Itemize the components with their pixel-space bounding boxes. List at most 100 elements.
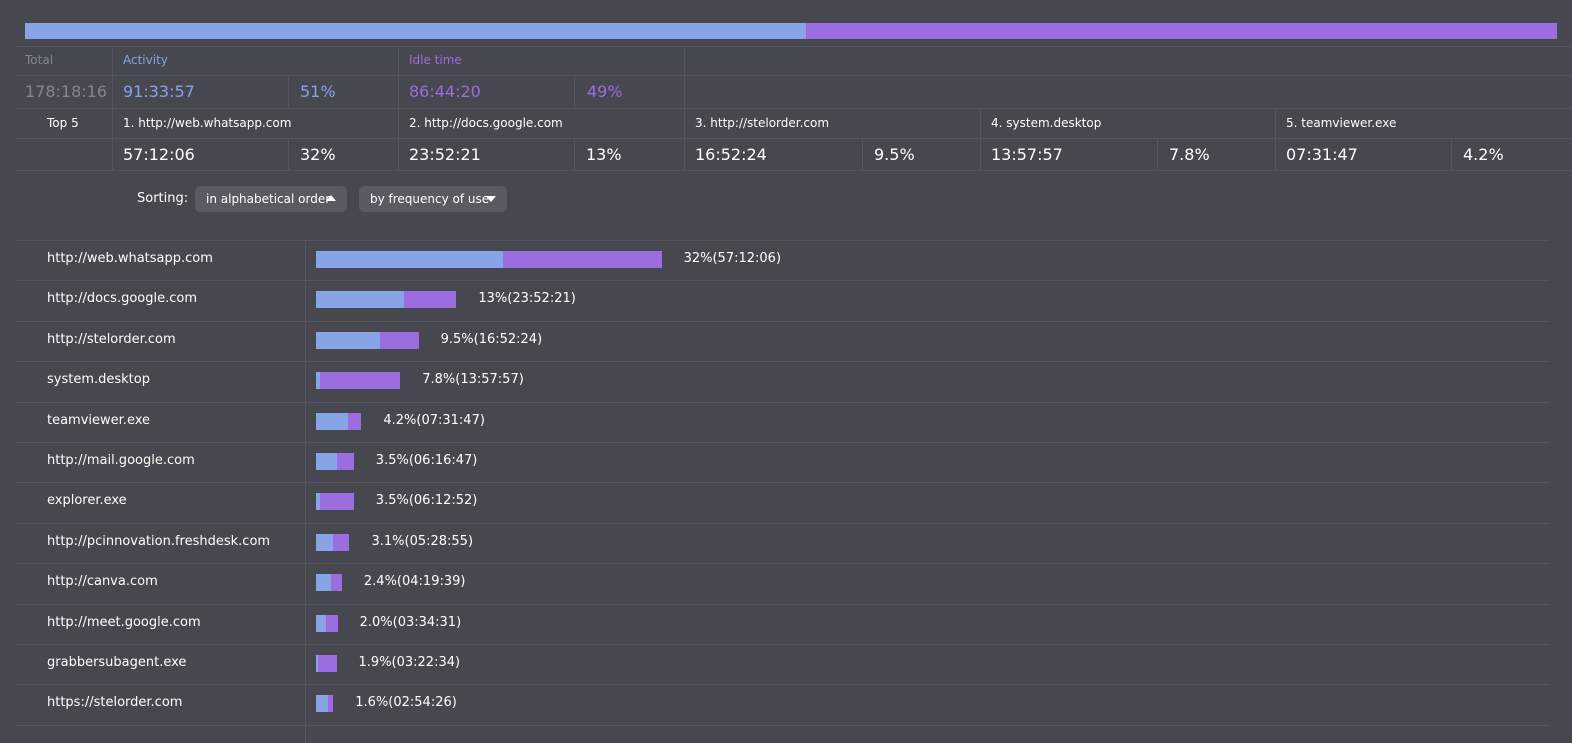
- activity-percent: 51%: [300, 82, 336, 101]
- idle-segment: [319, 493, 354, 511]
- row-divider: [15, 442, 1550, 443]
- top5-percent: 7.8%: [1169, 145, 1210, 164]
- sorting-label: Sorting:: [137, 191, 189, 206]
- top5-time: 13:57:57: [991, 145, 1063, 164]
- sort-button[interactable]: in alphabetical order: [195, 186, 347, 212]
- row-divider: [15, 280, 1550, 282]
- row-label: 1.9%(03:22:34): [358, 655, 461, 670]
- idle-segment: [347, 412, 362, 430]
- top5-time: 16:52:24: [695, 145, 767, 164]
- idle-segment: [331, 574, 342, 592]
- idle-bar: [806, 23, 1557, 39]
- top5-percent: 13%: [586, 145, 622, 164]
- row-label: 9.5%(16:52:24): [440, 331, 543, 347]
- activity-segment: [316, 655, 319, 672]
- row-divider: [15, 522, 1550, 524]
- top5-time: 57:12:06: [123, 145, 195, 164]
- row-name: http://web.whatsapp.com: [47, 251, 213, 266]
- divider: [1157, 138, 1158, 170]
- row-name: http://pcinnovation.freshdesk.com: [47, 533, 271, 549]
- row-label: 7.8%(13:57:57): [422, 372, 524, 388]
- row-name: http://stelorder.com: [47, 331, 176, 347]
- row-label: 2.0%(03:34:31): [359, 614, 462, 630]
- activity-bar: [25, 23, 807, 39]
- divider: [684, 46, 685, 108]
- row-divider: [15, 644, 1550, 645]
- divider: [288, 75, 289, 108]
- row-divider: [15, 401, 1550, 403]
- row-name: teamviewer.exe: [47, 412, 151, 428]
- activity-label: Activity: [123, 53, 168, 67]
- divider: [398, 46, 399, 108]
- top5-percent: 32%: [300, 145, 336, 164]
- divider: [15, 138, 1572, 139]
- divider: [684, 108, 685, 170]
- divider: [980, 108, 981, 170]
- idle-segment: [332, 533, 350, 551]
- idle-time: 86:44:20: [409, 82, 481, 101]
- row-divider: [15, 320, 1550, 322]
- activity-segment: [316, 574, 332, 592]
- row-name: grabbersubagent.exe: [47, 655, 187, 670]
- divider: [15, 240, 1550, 241]
- row-divider: [15, 603, 1550, 605]
- activity-segment: [316, 291, 405, 309]
- top5-percent: 9.5%: [874, 145, 915, 164]
- divider: [15, 108, 1572, 109]
- divider: [574, 138, 575, 170]
- row-label: 32%(57:12:06): [683, 251, 782, 266]
- idle-label: Idle time: [409, 53, 462, 67]
- activity-segment: [316, 251, 503, 268]
- activity-segment: [316, 614, 326, 632]
- top5-name: 5. teamviewer.exe: [1286, 116, 1397, 130]
- divider: [305, 240, 306, 743]
- row-name: http://docs.google.com: [47, 291, 198, 307]
- row-name: system.desktop: [47, 372, 150, 388]
- idle-segment: [318, 655, 337, 672]
- arrow-up: [326, 195, 336, 201]
- activity-segment: [316, 695, 329, 713]
- divider: [862, 138, 863, 170]
- idle-percent: 49%: [587, 82, 623, 101]
- divider: [574, 75, 575, 108]
- divider: [15, 46, 1572, 47]
- idle-segment: [328, 695, 334, 713]
- divider: [398, 108, 399, 170]
- top5-name: 4. system.desktop: [991, 116, 1102, 130]
- row-divider: [15, 482, 1550, 484]
- divider: [15, 75, 1572, 76]
- top5-percent: 4.2%: [1463, 145, 1504, 164]
- top5-name: 2. http://docs.google.com: [409, 116, 563, 130]
- total-time: 178:18:16: [25, 82, 108, 101]
- row-divider: [15, 361, 1550, 363]
- idle-segment: [502, 251, 662, 268]
- row-divider: [15, 563, 1550, 565]
- row-name: http://canva.com: [47, 574, 158, 590]
- activity-segment: [316, 331, 380, 349]
- divider: [112, 46, 113, 108]
- top5-name: 3. http://stelorder.com: [695, 116, 830, 130]
- row-divider: [15, 724, 1550, 726]
- row-label: 2.4%(04:19:39): [363, 574, 466, 590]
- row-label: 3.5%(06:12:52): [375, 493, 478, 509]
- row-label: 3.1%(05:28:55): [371, 533, 474, 549]
- divider: [1451, 138, 1452, 170]
- row-name: https://stelorder.com: [47, 695, 183, 711]
- idle-segment: [379, 331, 419, 349]
- row-label: 13%(23:52:21): [478, 291, 576, 307]
- top5-name: 1. http://web.whatsapp.com: [123, 116, 292, 130]
- top5-time: 23:52:21: [409, 145, 481, 164]
- row-label: 4.2%(07:31:47): [383, 412, 485, 428]
- sort-button[interactable]: by frequency of use: [359, 186, 507, 212]
- idle-segment: [320, 372, 401, 390]
- row-label: 3.5%(06:16:47): [375, 453, 478, 468]
- divider: [112, 108, 113, 170]
- total-label: Total: [25, 53, 54, 67]
- row-label: 1.6%(02:54:26): [355, 695, 457, 711]
- activity-segment: [316, 493, 320, 511]
- activity-segment: [316, 412, 348, 430]
- divider: [15, 170, 1572, 171]
- arrow-down: [486, 196, 496, 202]
- top5-time: 07:31:47: [1286, 145, 1358, 164]
